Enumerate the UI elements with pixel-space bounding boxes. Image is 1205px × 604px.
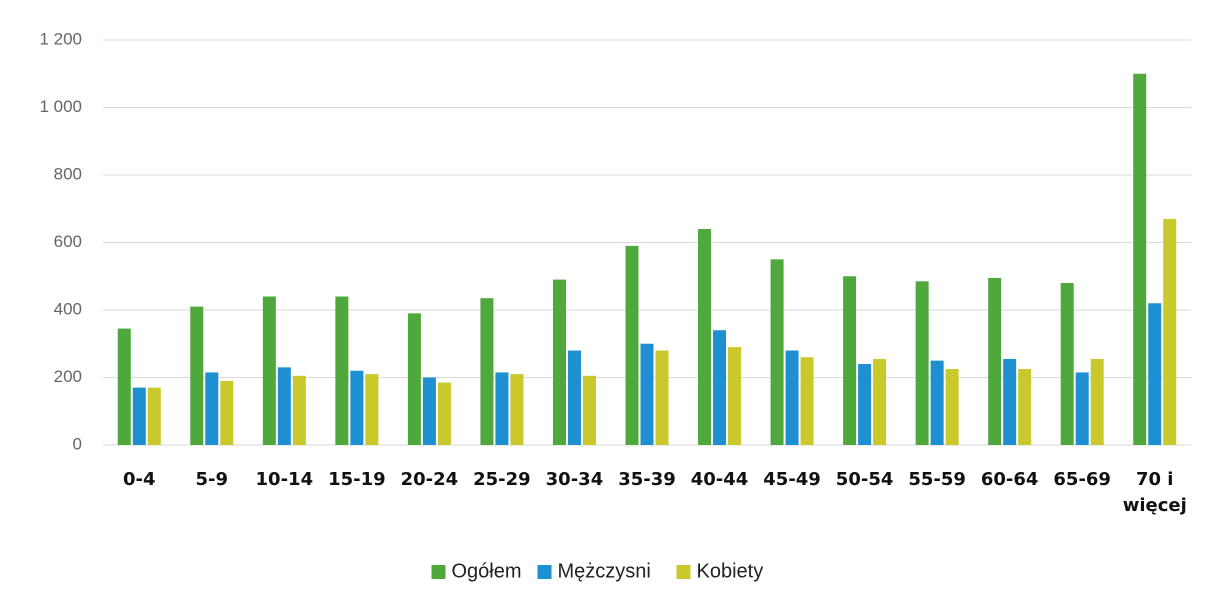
x-tick-label: 35-39 [618, 469, 676, 490]
bar [728, 347, 742, 445]
bar [190, 306, 204, 445]
bar [220, 380, 234, 445]
bar [915, 281, 929, 445]
bar [407, 313, 421, 445]
bar [1075, 372, 1089, 445]
x-tick-label: 65-69 [1053, 469, 1111, 490]
bar [873, 358, 887, 445]
bar [785, 350, 799, 445]
bar [713, 330, 727, 445]
bar [1018, 369, 1032, 445]
legend-swatch [537, 565, 552, 579]
y-tick-label: 1 200 [39, 29, 82, 48]
bar [277, 367, 291, 445]
y-tick-label: 200 [54, 367, 82, 386]
bar [495, 372, 509, 445]
x-tick-label: 30-34 [545, 469, 604, 490]
x-tick-label: 0-4 [123, 469, 156, 490]
bar [1003, 358, 1017, 445]
legend-label: Ogółem [452, 560, 522, 582]
bar [262, 296, 276, 445]
x-tick-label: 15-19 [328, 469, 386, 490]
bar [640, 343, 654, 445]
y-tick-label: 800 [54, 164, 82, 183]
x-tick-label: 5-9 [195, 469, 229, 490]
bar [770, 259, 784, 445]
bar [655, 350, 669, 445]
bar [205, 372, 219, 445]
bar [1090, 358, 1104, 445]
legend-swatch [676, 565, 691, 579]
bar [1060, 283, 1074, 445]
bar [1133, 73, 1147, 445]
bar [800, 357, 814, 445]
bar [1163, 218, 1177, 445]
bar [625, 245, 639, 445]
bar [335, 296, 349, 445]
x-tick-label: 25-29 [473, 469, 531, 490]
bar [945, 369, 959, 445]
x-tick-label: 20-24 [400, 469, 459, 490]
y-tick-label: 600 [54, 232, 82, 251]
legend-label: Mężczysni [558, 560, 651, 582]
bar [480, 298, 494, 445]
bar [698, 229, 712, 445]
bar [552, 279, 566, 445]
bar [930, 360, 944, 445]
bar [117, 328, 131, 445]
x-tick-label: 50-54 [835, 469, 894, 490]
y-tick-label: 1 000 [39, 97, 82, 116]
bar [437, 382, 451, 445]
bar [147, 387, 161, 445]
bar [510, 374, 524, 445]
bar [1148, 303, 1162, 445]
x-tick-label: 70 i więcej [1122, 469, 1187, 516]
bar [843, 276, 857, 445]
bar [292, 375, 306, 445]
bar [567, 350, 581, 445]
bar [350, 370, 364, 445]
legend-label: Kobiety [697, 560, 764, 582]
x-tick-label: 60-64 [980, 469, 1039, 490]
y-tick-label: 400 [54, 299, 82, 318]
bar [858, 364, 872, 445]
bar [132, 387, 146, 445]
legend-swatch [431, 565, 446, 579]
bar [582, 375, 596, 445]
y-tick-label: 0 [73, 434, 82, 453]
x-tick-label: 10-14 [255, 469, 314, 490]
x-tick-label: 40-44 [690, 469, 749, 490]
bar [365, 374, 379, 445]
bar [988, 277, 1002, 445]
x-tick-label: 45-49 [763, 469, 821, 490]
bar [422, 377, 436, 445]
x-tick-label: 55-59 [908, 469, 966, 490]
